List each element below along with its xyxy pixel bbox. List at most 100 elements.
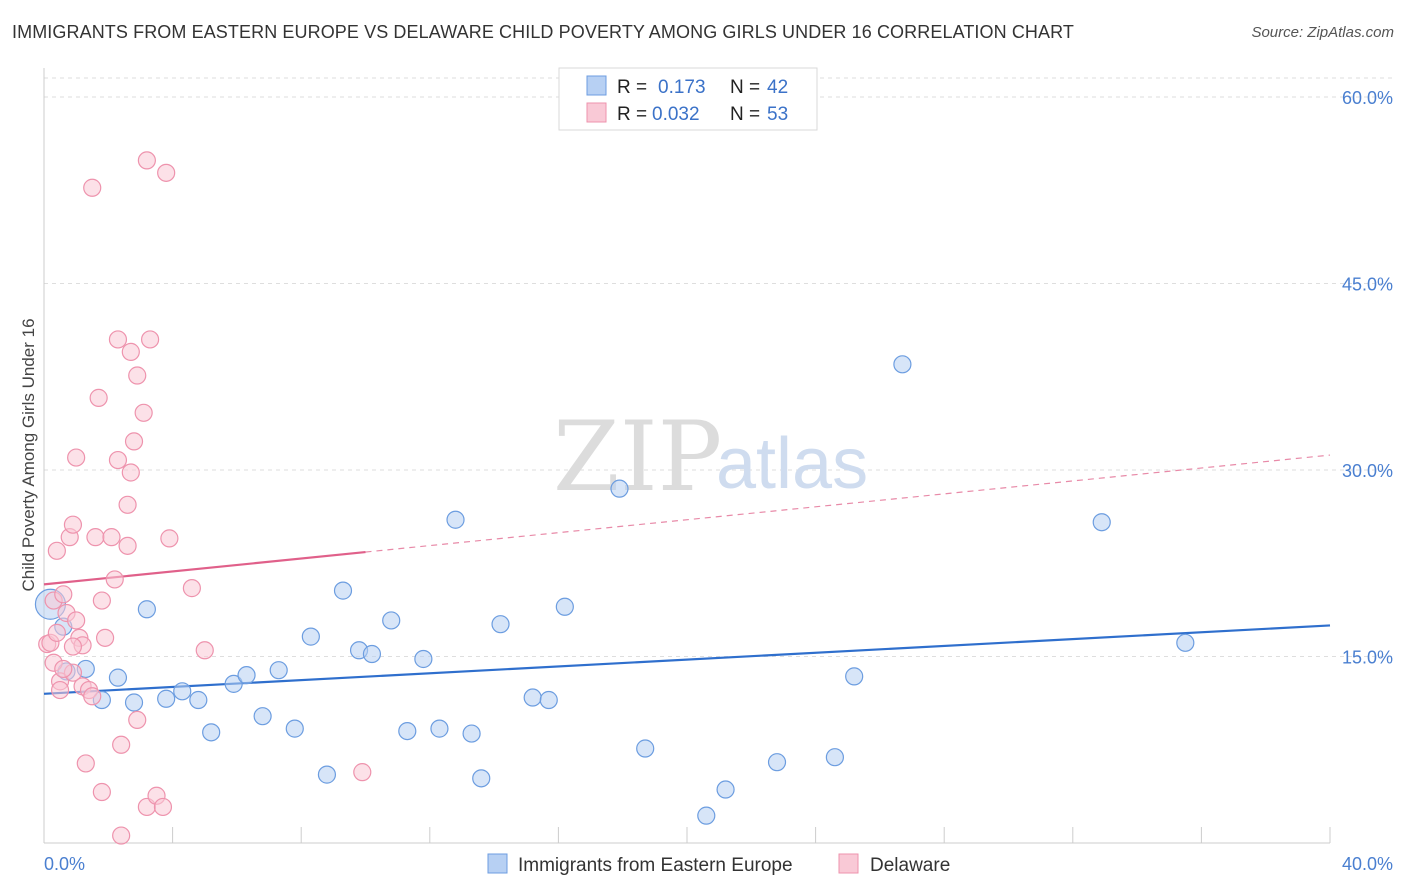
bottom-legend-swatch-blue (487, 853, 508, 874)
blue-point (716, 780, 735, 799)
y-axis-label: Child Poverty Among Girls Under 16 (19, 318, 38, 591)
pink-point (108, 450, 128, 470)
trend-lines (43, 454, 1331, 695)
pink-point (160, 529, 179, 548)
blue-point (285, 719, 304, 738)
bottom-legend-label-1: Immigrants from Eastern Europe (518, 855, 793, 876)
blue-point (224, 674, 243, 693)
blue-point (472, 769, 491, 788)
blue-point (382, 611, 401, 630)
pink-point (92, 782, 111, 802)
blue-point (301, 627, 320, 646)
legend-n-label-2: N = (730, 104, 760, 125)
bottom-legend-label-2: Delaware (870, 855, 950, 876)
blue-point (1176, 633, 1195, 652)
blue-point (137, 600, 156, 619)
pink-point (128, 710, 147, 730)
pink-point (89, 388, 108, 407)
axes (43, 68, 1331, 844)
blue-point (523, 688, 542, 707)
blue-point (1092, 513, 1111, 532)
blue-point (610, 479, 629, 498)
blue-point (189, 690, 208, 710)
pink-point (83, 178, 102, 197)
blue-point (398, 721, 417, 741)
pink-point (121, 342, 140, 361)
gridlines (44, 77, 1394, 657)
blue-point (555, 597, 574, 616)
pink-point (353, 763, 372, 782)
pink-point (47, 541, 66, 560)
pink-point (108, 330, 128, 349)
pink-point (86, 528, 105, 547)
y-tick-label-3: 15.0% (1342, 648, 1393, 668)
blue-point (845, 667, 864, 686)
pink-point (102, 528, 121, 547)
x-tick-label-1: 40.0% (1342, 854, 1393, 874)
pink-point (63, 515, 83, 534)
pink-point (47, 623, 66, 642)
blue-point (893, 355, 912, 374)
pink-point (112, 826, 131, 845)
source-label: Source: ZipAtlas.com (1251, 24, 1394, 41)
pink-point (76, 754, 95, 773)
pink-point (95, 628, 115, 647)
pink-point (128, 366, 147, 385)
blue-point (446, 510, 465, 529)
legend-r-label-1: R = (617, 77, 647, 98)
pink-point (63, 637, 83, 656)
pink-point (112, 735, 131, 754)
blue-point (237, 666, 256, 685)
pink-point (92, 591, 111, 610)
legend-n-label-1: N = (730, 77, 760, 98)
pink-point (67, 448, 86, 467)
bottom-legend: Immigrants from Eastern Europe Delaware (487, 853, 950, 876)
pink-point (121, 463, 140, 482)
watermark: ZIP atlas (553, 401, 868, 513)
blue-point (430, 719, 449, 738)
y-tick-label-2: 30.0% (1342, 461, 1393, 481)
blue-point (269, 661, 288, 680)
pink-point (195, 641, 214, 660)
pink-point (134, 403, 153, 422)
legend-r-value-2: 0.032 (652, 104, 700, 125)
pink-point (83, 687, 102, 706)
blue-point (825, 748, 844, 767)
blue-point (414, 649, 433, 669)
chart-title: IMMIGRANTS FROM EASTERN EUROPE VS DELAWA… (12, 22, 1075, 42)
blue-point (124, 693, 144, 712)
blue-point (491, 615, 510, 634)
blue-point (108, 668, 128, 687)
blue-trend-line (43, 624, 1331, 695)
pink-point (50, 680, 70, 700)
pink-trend-line-solid (43, 550, 366, 586)
y-tick-label-1: 45.0% (1342, 275, 1393, 295)
pink-point (54, 585, 73, 604)
pink-point (124, 432, 144, 451)
pink-point (153, 797, 173, 817)
blue-point (157, 689, 176, 708)
blue-point (173, 682, 192, 701)
pink-point (118, 536, 137, 555)
pink-point (118, 495, 137, 514)
legend-n-value-2: 53 (767, 104, 788, 125)
tick-labels: 60.0% 45.0% 30.0% 15.0% 0.0% 40.0% (44, 88, 1393, 874)
legend-swatch-pink (586, 102, 607, 123)
pink-point (182, 579, 201, 598)
pink-point (54, 659, 73, 679)
pink-point (105, 570, 124, 589)
blue-point (253, 707, 272, 726)
data-points (34, 151, 1195, 845)
watermark-zip: ZIP (553, 401, 722, 513)
bottom-legend-swatch-pink (838, 853, 859, 874)
pink-point (157, 163, 176, 182)
blue-point (767, 753, 787, 772)
blue-point (636, 739, 655, 758)
pink-trend-line-dashed (365, 454, 1331, 553)
legend-r-label-2: R = (617, 104, 647, 125)
legend-r-value-1: 0.173 (658, 77, 706, 98)
blue-point (317, 765, 337, 784)
blue-point (697, 806, 716, 825)
legend-n-value-1: 42 (767, 77, 788, 98)
blue-point (462, 724, 481, 743)
